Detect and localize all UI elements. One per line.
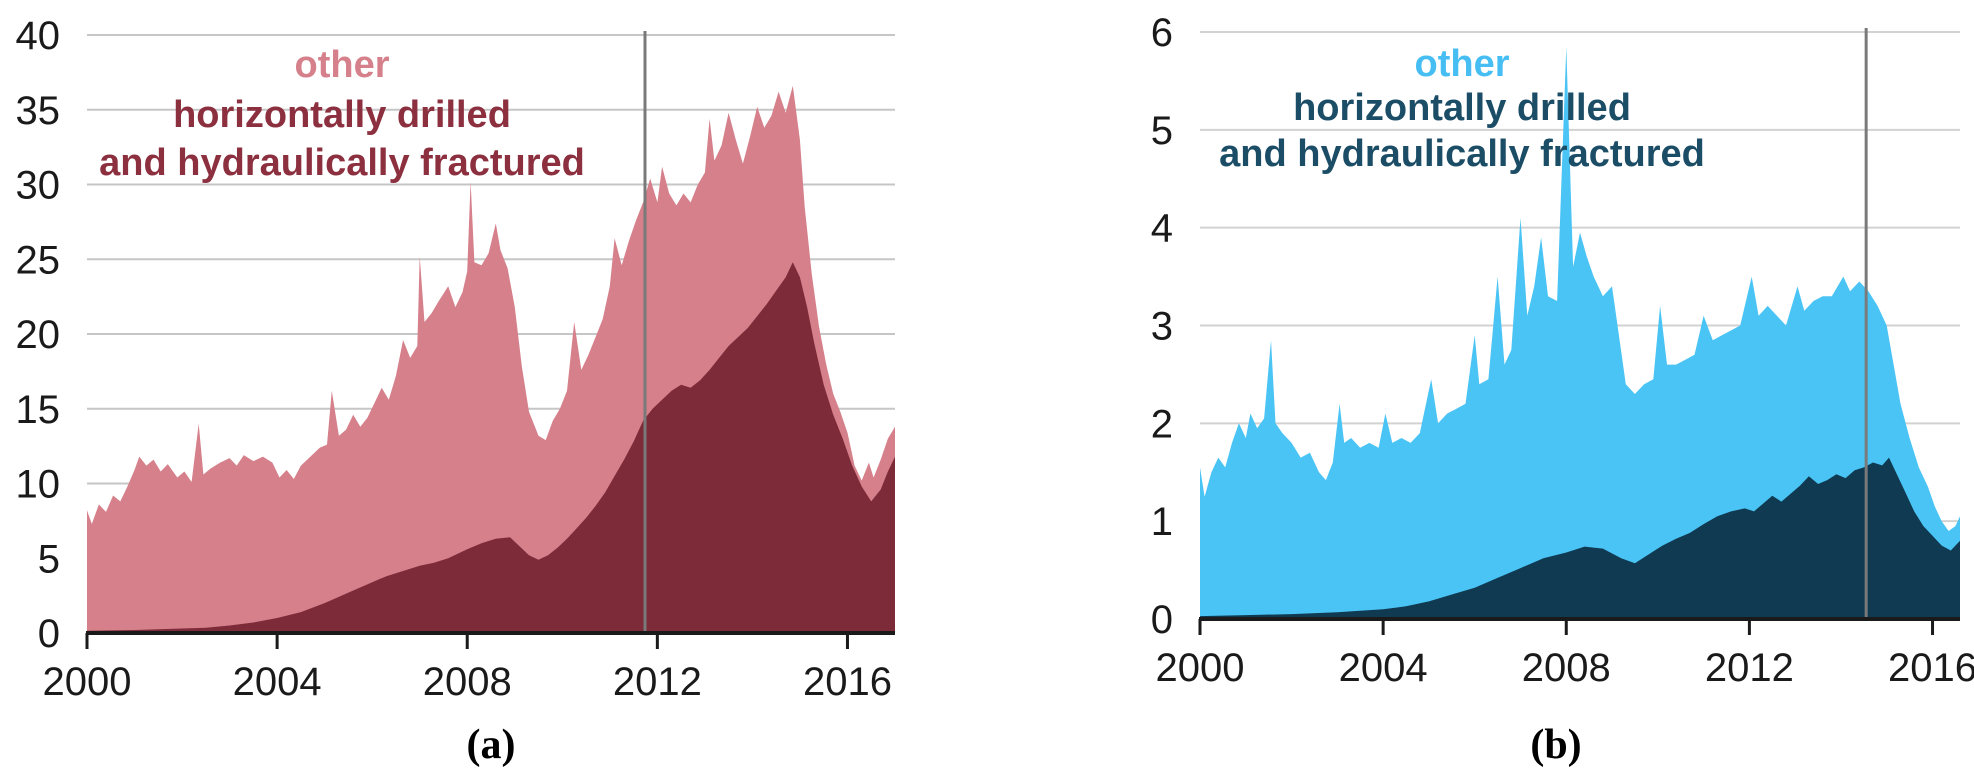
y-tick-label-5: 5 bbox=[1151, 109, 1173, 153]
chart-a-caption: (a) bbox=[0, 713, 990, 783]
legend-label-horizontal-2: and hydraulically fractured bbox=[1219, 133, 1705, 175]
chart-b-caption: (b) bbox=[990, 713, 1974, 783]
y-tick-label-1: 1 bbox=[1151, 500, 1173, 544]
chart-b-block: 0 1 2 3 4 5 6 2000 2004 2008 2012 2016 other horizont… bbox=[990, 0, 1974, 783]
legend-label-horizontal-1: horizontally drilled bbox=[173, 94, 511, 136]
y-tick-label-0: 0 bbox=[38, 612, 60, 656]
y-tick-label-35: 35 bbox=[16, 89, 61, 133]
y-tick-label-30: 30 bbox=[16, 164, 61, 208]
x-tick-label-2012: 2012 bbox=[1705, 646, 1794, 690]
area-other bbox=[1200, 46, 1960, 619]
legend-label-horizontal-1: horizontally drilled bbox=[1293, 87, 1631, 129]
x-tick-label-2008: 2008 bbox=[1522, 646, 1611, 690]
chart-b-caption-label: (b) bbox=[1530, 722, 1582, 768]
chart-a-block: 0 5 10 15 20 25 30 35 40 2000 2004 2008 2012 2016 othe… bbox=[0, 14, 990, 783]
y-tick-label-5: 5 bbox=[38, 537, 60, 581]
y-tick-label-25: 25 bbox=[16, 238, 61, 282]
legend-label-other: other bbox=[1415, 43, 1510, 85]
legend-label-horizontal-2: and hydraulically fractured bbox=[99, 142, 585, 184]
y-tick-label-10: 10 bbox=[16, 463, 61, 507]
x-tick-label-2016: 2016 bbox=[803, 660, 892, 704]
y-tick-label-6: 6 bbox=[1151, 11, 1173, 55]
y-tick-label-0: 0 bbox=[1151, 598, 1173, 642]
chart-b-canvas: 0 1 2 3 4 5 6 2000 2004 2008 2012 2016 otherhorizont… bbox=[1151, 11, 1974, 690]
legend-label-other: other bbox=[295, 44, 390, 86]
x-tick-label-2016: 2016 bbox=[1888, 646, 1974, 690]
y-tick-label-2: 2 bbox=[1151, 402, 1173, 446]
x-tick-label-2000: 2000 bbox=[43, 660, 132, 704]
y-tick-label-15: 15 bbox=[16, 388, 61, 432]
y-tick-label-20: 20 bbox=[16, 313, 61, 357]
y-tick-label-4: 4 bbox=[1151, 207, 1173, 251]
x-tick-label-2004: 2004 bbox=[1339, 646, 1428, 690]
y-tick-label-3: 3 bbox=[1151, 305, 1173, 349]
area-horizontally-drilled bbox=[1200, 457, 1960, 619]
chart-a-caption-label: (a) bbox=[466, 722, 516, 768]
area-horizontally-drilled bbox=[87, 262, 895, 633]
x-tick-label-2008: 2008 bbox=[423, 660, 512, 704]
x-tick-label-2004: 2004 bbox=[233, 660, 322, 704]
x-tick-label-2000: 2000 bbox=[1156, 646, 1245, 690]
y-tick-label-40: 40 bbox=[16, 14, 61, 58]
x-tick-label-2012: 2012 bbox=[613, 660, 702, 704]
chart-a-canvas: 0 5 10 15 20 25 30 35 40 2000 2004 2008 2012 2016 othe… bbox=[16, 14, 895, 704]
